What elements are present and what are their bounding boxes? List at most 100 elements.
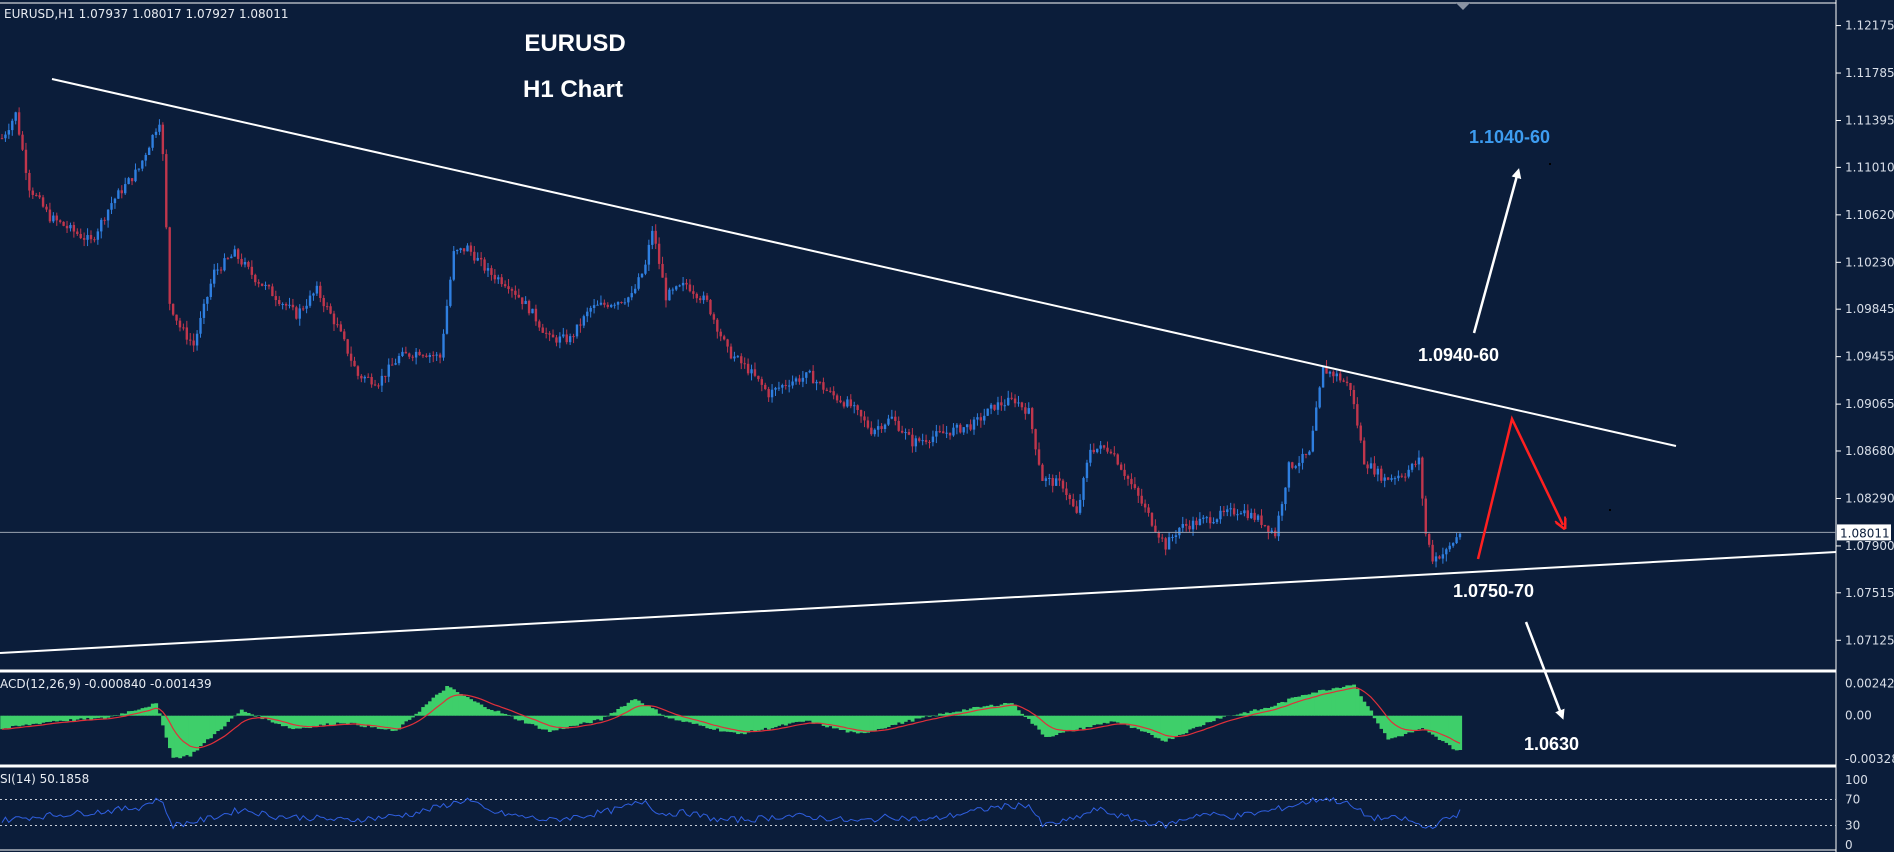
macd-histogram-bar: [1068, 715, 1072, 731]
candle-body: [1096, 448, 1099, 453]
projection-path-arrow-icon: [1476, 415, 1563, 560]
candle-body: [223, 258, 226, 271]
candle-body: [1386, 477, 1390, 480]
candle-body: [497, 277, 500, 280]
macd-histogram-bar: [739, 715, 744, 734]
candle-body: [729, 346, 733, 359]
macd-histogram-bar: [1297, 696, 1302, 716]
candle-body: [479, 257, 483, 260]
macd-histogram-bar: [421, 707, 426, 716]
candle-body: [76, 231, 79, 234]
macd-histogram-bar: [147, 706, 152, 716]
macd-histogram-bar: [222, 715, 227, 727]
candle-body: [58, 220, 62, 222]
macd-histogram-bar: [869, 715, 874, 731]
candle-body: [349, 353, 353, 361]
price-tick-label: 1.10620: [1845, 208, 1894, 222]
candle-body: [613, 304, 616, 306]
candle-body: [866, 420, 870, 428]
macd-histogram-bar: [17, 715, 22, 727]
candle-body: [1332, 371, 1335, 377]
candle-body: [500, 277, 503, 285]
candle-body: [182, 327, 185, 329]
macd-histogram-bar: [1098, 715, 1103, 725]
candle-body: [1226, 509, 1229, 513]
candle-body: [1164, 538, 1167, 550]
candle-body: [1410, 463, 1414, 470]
macd-histogram-bar: [821, 715, 826, 726]
macd-histogram-bar: [1023, 715, 1028, 718]
candle-body: [675, 286, 678, 290]
macd-histogram-bar: [345, 715, 350, 725]
macd-histogram-bar: [1167, 715, 1172, 739]
candle-body: [1140, 495, 1143, 504]
candle-body: [469, 245, 473, 252]
candle-body: [651, 230, 654, 245]
macd-histogram-bar: [1239, 713, 1244, 716]
candle-body: [343, 331, 346, 340]
candle-body: [1362, 440, 1366, 465]
candle-body: [1232, 508, 1236, 515]
macd-histogram-bar: [1102, 715, 1107, 723]
macd-histogram-bar: [701, 715, 706, 727]
candle-body: [572, 336, 575, 338]
macd-histogram-bar: [951, 712, 956, 716]
macd-histogram-bar: [130, 711, 135, 716]
macd-histogram-bar: [777, 715, 782, 726]
candle-body: [941, 431, 945, 434]
rsi-tick-label: 0: [1845, 838, 1853, 852]
chart-shift-marker-icon[interactable]: [1456, 3, 1470, 10]
macd-histogram-bar: [671, 715, 675, 719]
macd-histogram-bar: [828, 715, 833, 727]
macd-histogram-bar: [955, 711, 959, 716]
candle-body: [377, 385, 380, 387]
macd-histogram-bar: [496, 710, 501, 716]
candle-body: [1092, 449, 1095, 453]
descending-trendline[interactable]: [51, 78, 1677, 447]
macd-histogram-bar: [1006, 703, 1011, 716]
rsi-tick-label: 100: [1845, 773, 1868, 787]
candle-body: [1174, 535, 1178, 537]
candle-body: [531, 308, 534, 314]
candle-body: [633, 288, 637, 294]
macd-histogram-bar: [301, 715, 306, 728]
macd-histogram-bar: [561, 715, 566, 730]
macd-histogram-bar: [181, 715, 186, 757]
candle-body: [1133, 484, 1137, 488]
candle-body: [1243, 510, 1246, 514]
macd-histogram-bar: [1136, 715, 1141, 730]
candle-body: [65, 225, 69, 229]
candle-body: [1451, 543, 1455, 546]
macd-histogram-bar: [1181, 715, 1185, 735]
candle-body: [103, 219, 106, 221]
candle-body: [411, 356, 414, 358]
price-axis[interactable]: [1836, 0, 1894, 852]
candle-body: [1061, 480, 1065, 489]
candle-body: [548, 333, 551, 335]
macd-histogram-bar: [10, 715, 15, 727]
candle-body: [1034, 429, 1037, 450]
macd-histogram-bar: [373, 715, 378, 728]
ascending-trendline[interactable]: [0, 551, 1837, 654]
candle-body: [1263, 524, 1267, 526]
candle-body: [397, 355, 401, 364]
macd-histogram-bar: [99, 715, 104, 718]
macd-histogram-bar: [571, 715, 576, 726]
candle-body: [291, 304, 295, 308]
candle-body: [1291, 462, 1294, 468]
rsi-tick-labels: 100 70 30 0: [1845, 773, 1868, 852]
macd-histogram-bar: [920, 715, 925, 718]
candle-body: [1400, 475, 1404, 477]
rsi-indicator-label: SI(14) 50.1858: [0, 772, 89, 786]
candle-body: [281, 303, 284, 305]
candle-body: [1431, 544, 1434, 562]
candle-body: [808, 370, 811, 373]
macd-histogram-bar: [1365, 706, 1370, 716]
candle-body: [918, 438, 921, 441]
macd-histogram-bar: [1290, 697, 1295, 716]
candle-body: [1438, 556, 1441, 559]
candle-body: [606, 304, 609, 307]
macd-histogram-bar: [722, 715, 727, 732]
candle-body: [1284, 487, 1287, 505]
macd-histogram-bar: [157, 713, 162, 716]
